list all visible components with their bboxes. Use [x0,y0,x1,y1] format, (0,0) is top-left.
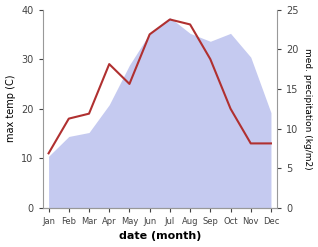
Y-axis label: med. precipitation (kg/m2): med. precipitation (kg/m2) [303,48,313,169]
X-axis label: date (month): date (month) [119,231,201,242]
Y-axis label: max temp (C): max temp (C) [5,75,16,143]
